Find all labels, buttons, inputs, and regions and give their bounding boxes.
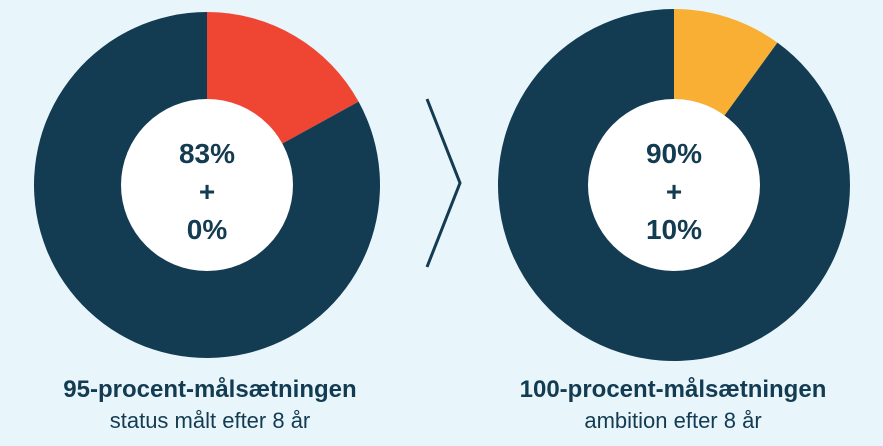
center-label-line2: + [198,176,216,207]
donut-hole [588,99,760,271]
center-label-line2: + [665,176,683,207]
chart-title-left: 95-procent-målsætningen [63,376,357,403]
chart-left: 83% + 0% 95-procent-målsætningen status … [0,0,420,446]
chart-title-right: 100-procent-målsætningen [519,376,827,403]
donut-chart-left [33,12,380,358]
caption-right: 100-procent-målsætningen ambition efter … [463,374,883,436]
chart-right: 90% + 10% 100-procent-målsætningen ambit… [463,0,883,446]
center-label-left: 83% + 0% [132,135,282,249]
chevron-right-icon [425,98,462,268]
donut-hole [121,99,293,271]
center-label-line3: 10% [645,214,703,245]
center-label-line1: 83% [178,138,236,169]
donut-chart-right [497,9,850,361]
center-label-right: 90% + 10% [599,135,749,249]
center-label-line3: 0% [186,214,228,245]
caption-left: 95-procent-målsætningen status målt efte… [0,374,420,436]
chart-subtitle-right: ambition efter 8 år [584,408,762,433]
chart-subtitle-left: status målt efter 8 år [109,408,311,433]
center-label-line1: 90% [645,138,703,169]
